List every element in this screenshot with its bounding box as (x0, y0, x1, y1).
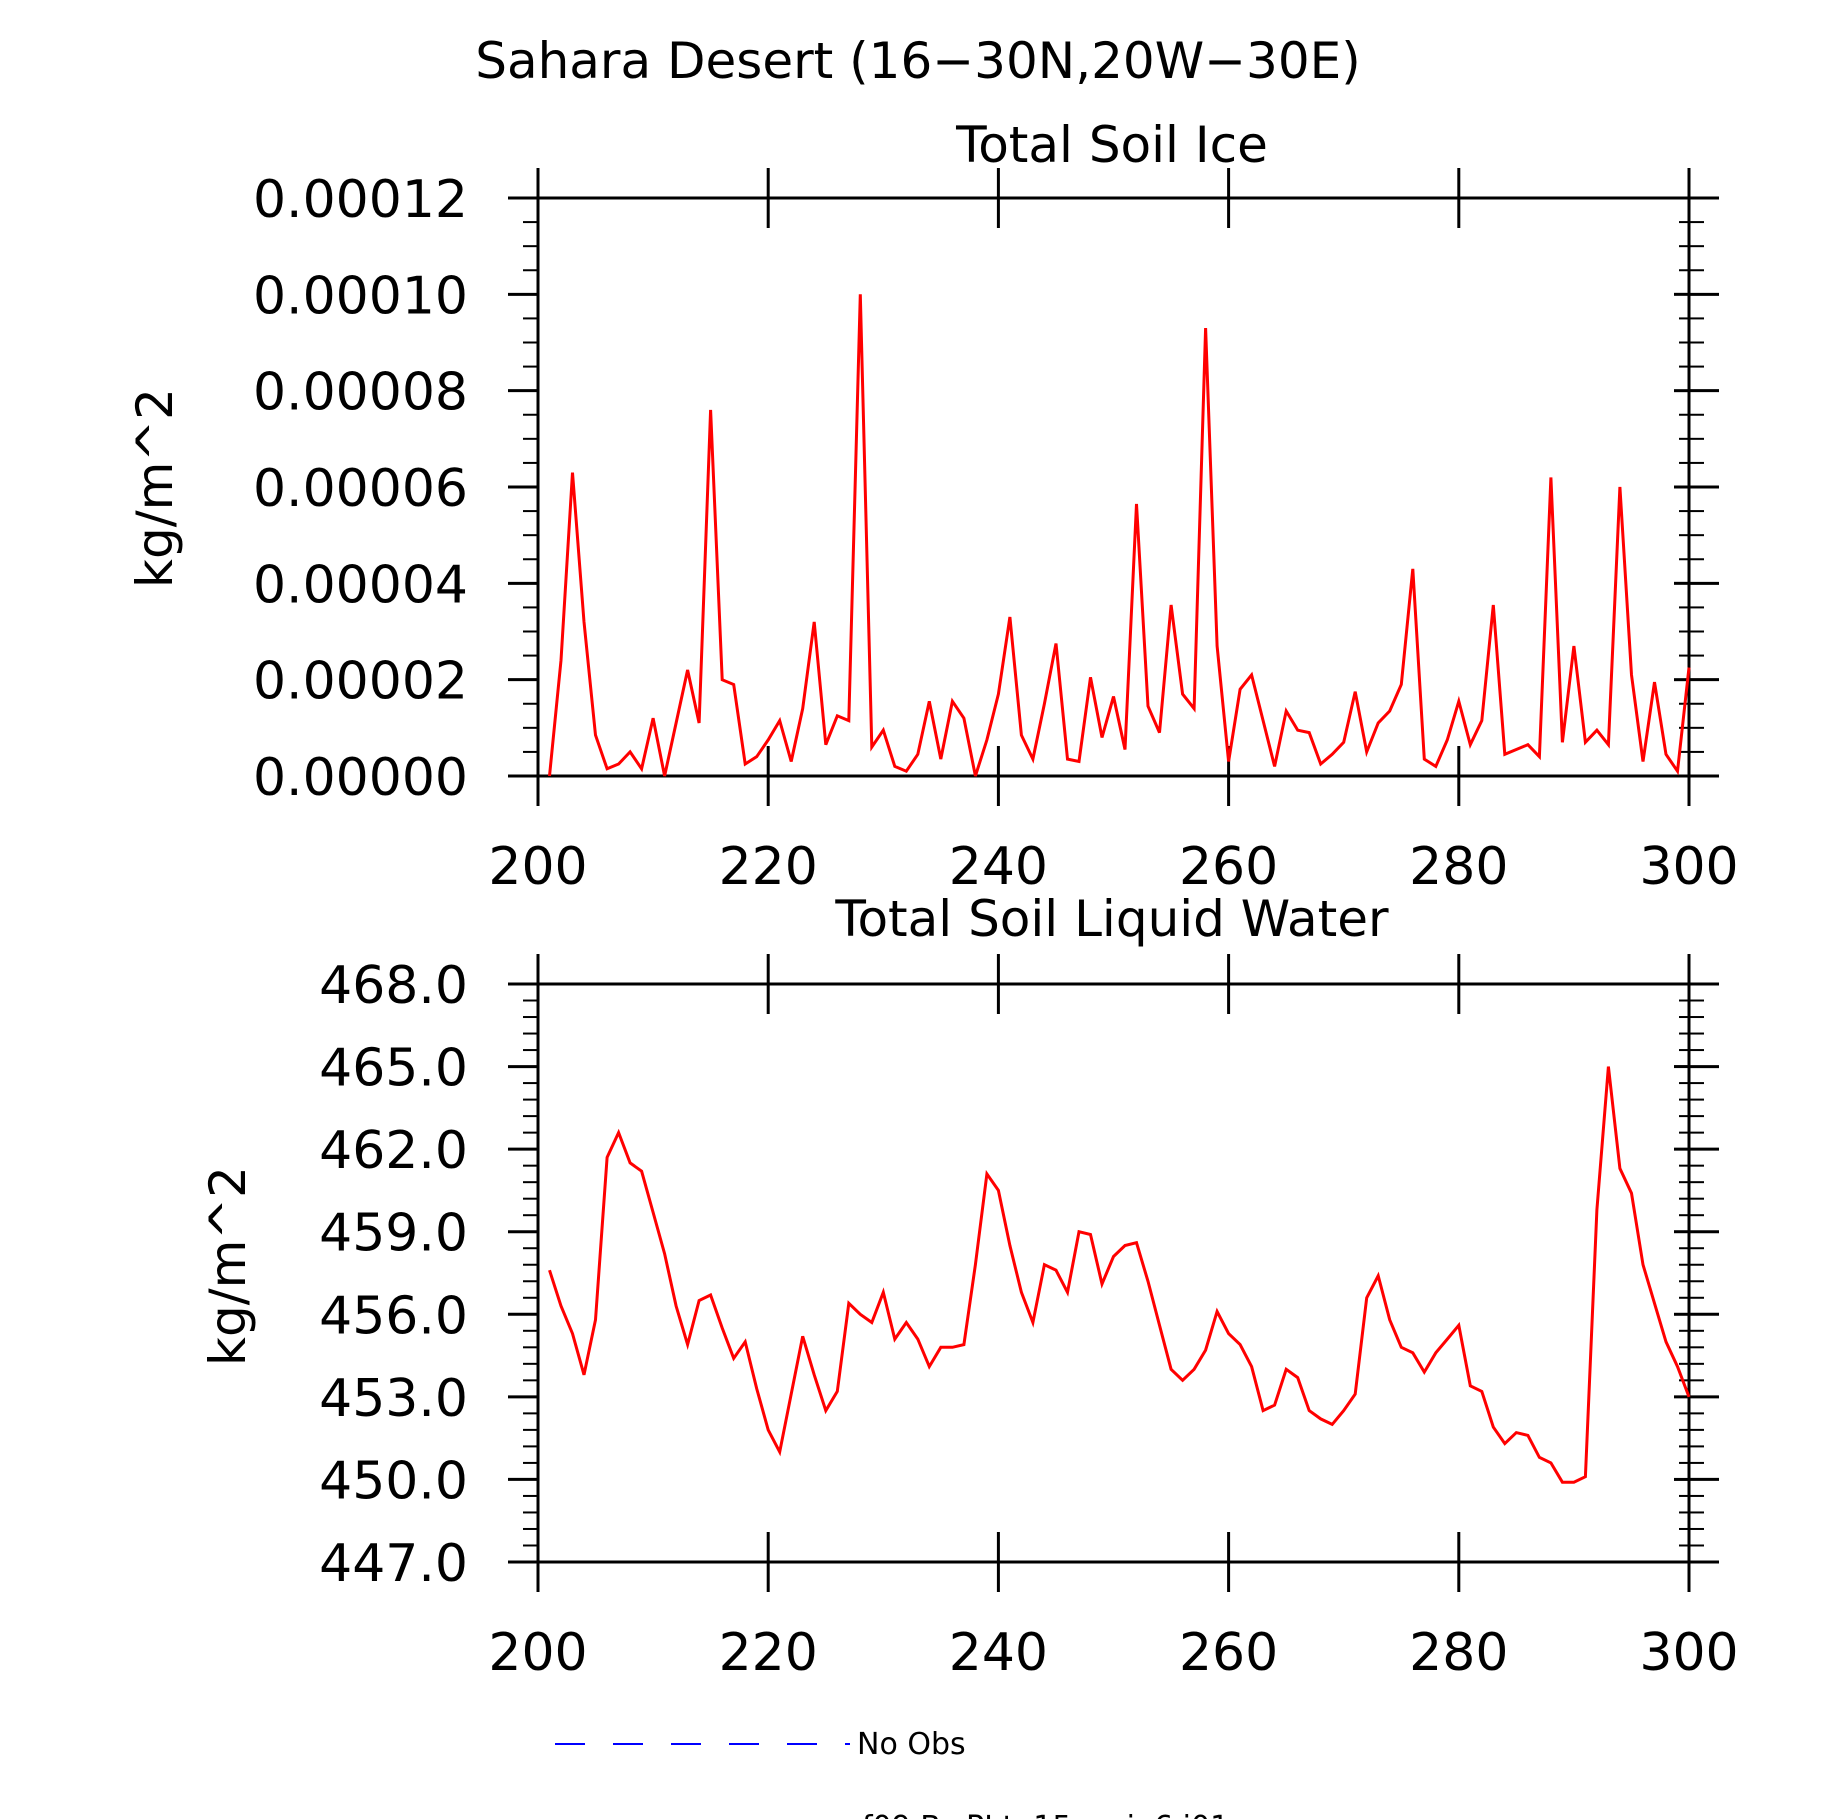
legend-no-obs-label: No Obs (857, 1727, 966, 1762)
y-tick-label: 0.00000 (253, 748, 468, 808)
x-tick-label: 200 (488, 837, 587, 897)
soil-liquid-water-x-ticks (536, 954, 1691, 1592)
y-tick-label: 0.00006 (253, 459, 468, 519)
soil-ice-xtick-labels: 200 220 240 260 280 300 (488, 837, 1738, 897)
soil-ice-title: Total Soil Ice (955, 116, 1268, 174)
y-tick-label: 450.0 (319, 1451, 468, 1511)
y-tick-label: 462.0 (319, 1121, 468, 1181)
y-tick-label: 465.0 (319, 1039, 468, 1099)
soil-ice-ytick-labels: 0.00000 0.00002 0.00004 0.00006 0.00008 0.000… (253, 170, 468, 808)
soil-liquid-water-xtick-labels: 200 220 240 260 280 300 (488, 1623, 1738, 1683)
y-tick-label: 447.0 (319, 1534, 468, 1594)
soil-ice-y-ticks (508, 196, 1719, 778)
x-tick-label: 220 (719, 837, 818, 897)
soil-liquid-water-ylabel: kg/m^2 (199, 1166, 257, 1366)
soil-liquid-water-series-line-0 (548, 1066, 1691, 1484)
y-tick-label: 0.00012 (253, 170, 468, 230)
y-tick-label: 453.0 (319, 1369, 468, 1429)
x-tick-label: 280 (1409, 1623, 1508, 1683)
y-tick-label: 0.00010 (253, 266, 468, 326)
y-tick-label: 0.00008 (253, 363, 468, 423)
soil-ice-plot-frame (536, 196, 1691, 778)
x-tick-label: 240 (949, 1623, 1048, 1683)
soil-liquid-water-ytick-labels: 447.0 450.0 453.0 456.0 459.0 462.0 465.0 468.0 (319, 956, 468, 1594)
x-tick-label: 260 (1179, 837, 1278, 897)
soil-liquid-water-plot-frame (536, 982, 1691, 1564)
y-tick-label: 456.0 (319, 1286, 468, 1346)
soil-ice-x-ticks (536, 168, 1691, 806)
soil-ice-series-line-0 (548, 294, 1691, 777)
x-tick-label: 260 (1179, 1623, 1278, 1683)
soil-ice-panel: Total Soil Ice 0.000000.000020.000040.00… (126, 116, 1739, 897)
x-tick-label: 300 (1639, 837, 1738, 897)
y-tick-label: 459.0 (319, 1204, 468, 1264)
x-tick-label: 240 (949, 837, 1048, 897)
y-tick-label: 468.0 (319, 956, 468, 1016)
y-tick-label: 0.00004 (253, 555, 468, 615)
soil-liquid-water-panel: Total Soil Liquid Water 447.0450.0453.04… (199, 890, 1739, 1683)
soil-ice-ylabel: kg/m^2 (126, 388, 184, 588)
legend: No Obs f09.B−PI.tn15.cmip6.j01.re (555, 1727, 1269, 1819)
soil-liquid-water-y-ticks (508, 982, 1719, 1564)
x-tick-label: 200 (488, 1623, 587, 1683)
x-tick-label: 280 (1409, 837, 1508, 897)
legend-model-run-label: f09.B−PI.tn15.cmip6.j01.re (862, 1810, 1269, 1819)
y-tick-label: 0.00002 (253, 652, 468, 712)
x-tick-label: 220 (719, 1623, 818, 1683)
figure-title: Sahara Desert (16−30N,20W−30E) (475, 32, 1361, 90)
x-tick-label: 300 (1639, 1623, 1738, 1683)
soil-liquid-water-title: Total Soil Liquid Water (834, 890, 1389, 948)
